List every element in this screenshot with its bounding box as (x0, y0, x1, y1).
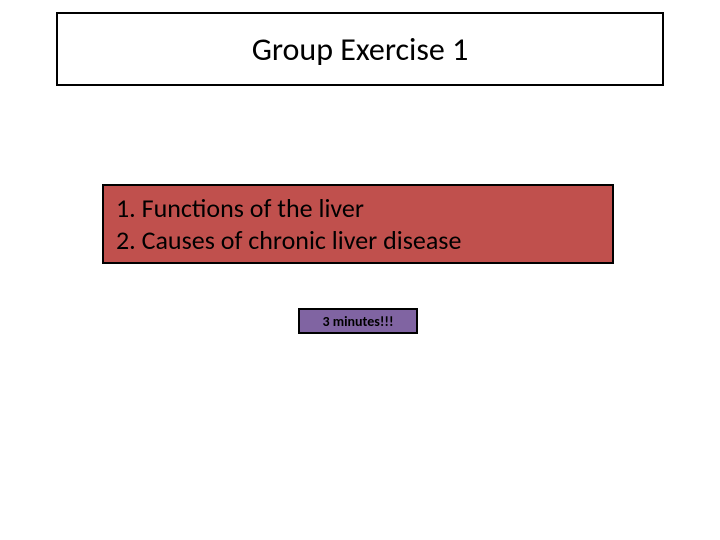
list-item: 2. Causes of chronic liver disease (116, 224, 600, 257)
timer-box: 3 minutes!!! (298, 308, 418, 334)
list-item: 1. Functions of the liver (116, 192, 600, 225)
list-box: 1. Functions of the liver 2. Causes of c… (102, 184, 614, 264)
slide-title: Group Exercise 1 (252, 30, 469, 69)
timer-text: 3 minutes!!! (322, 313, 393, 330)
title-box: Group Exercise 1 (56, 12, 664, 86)
